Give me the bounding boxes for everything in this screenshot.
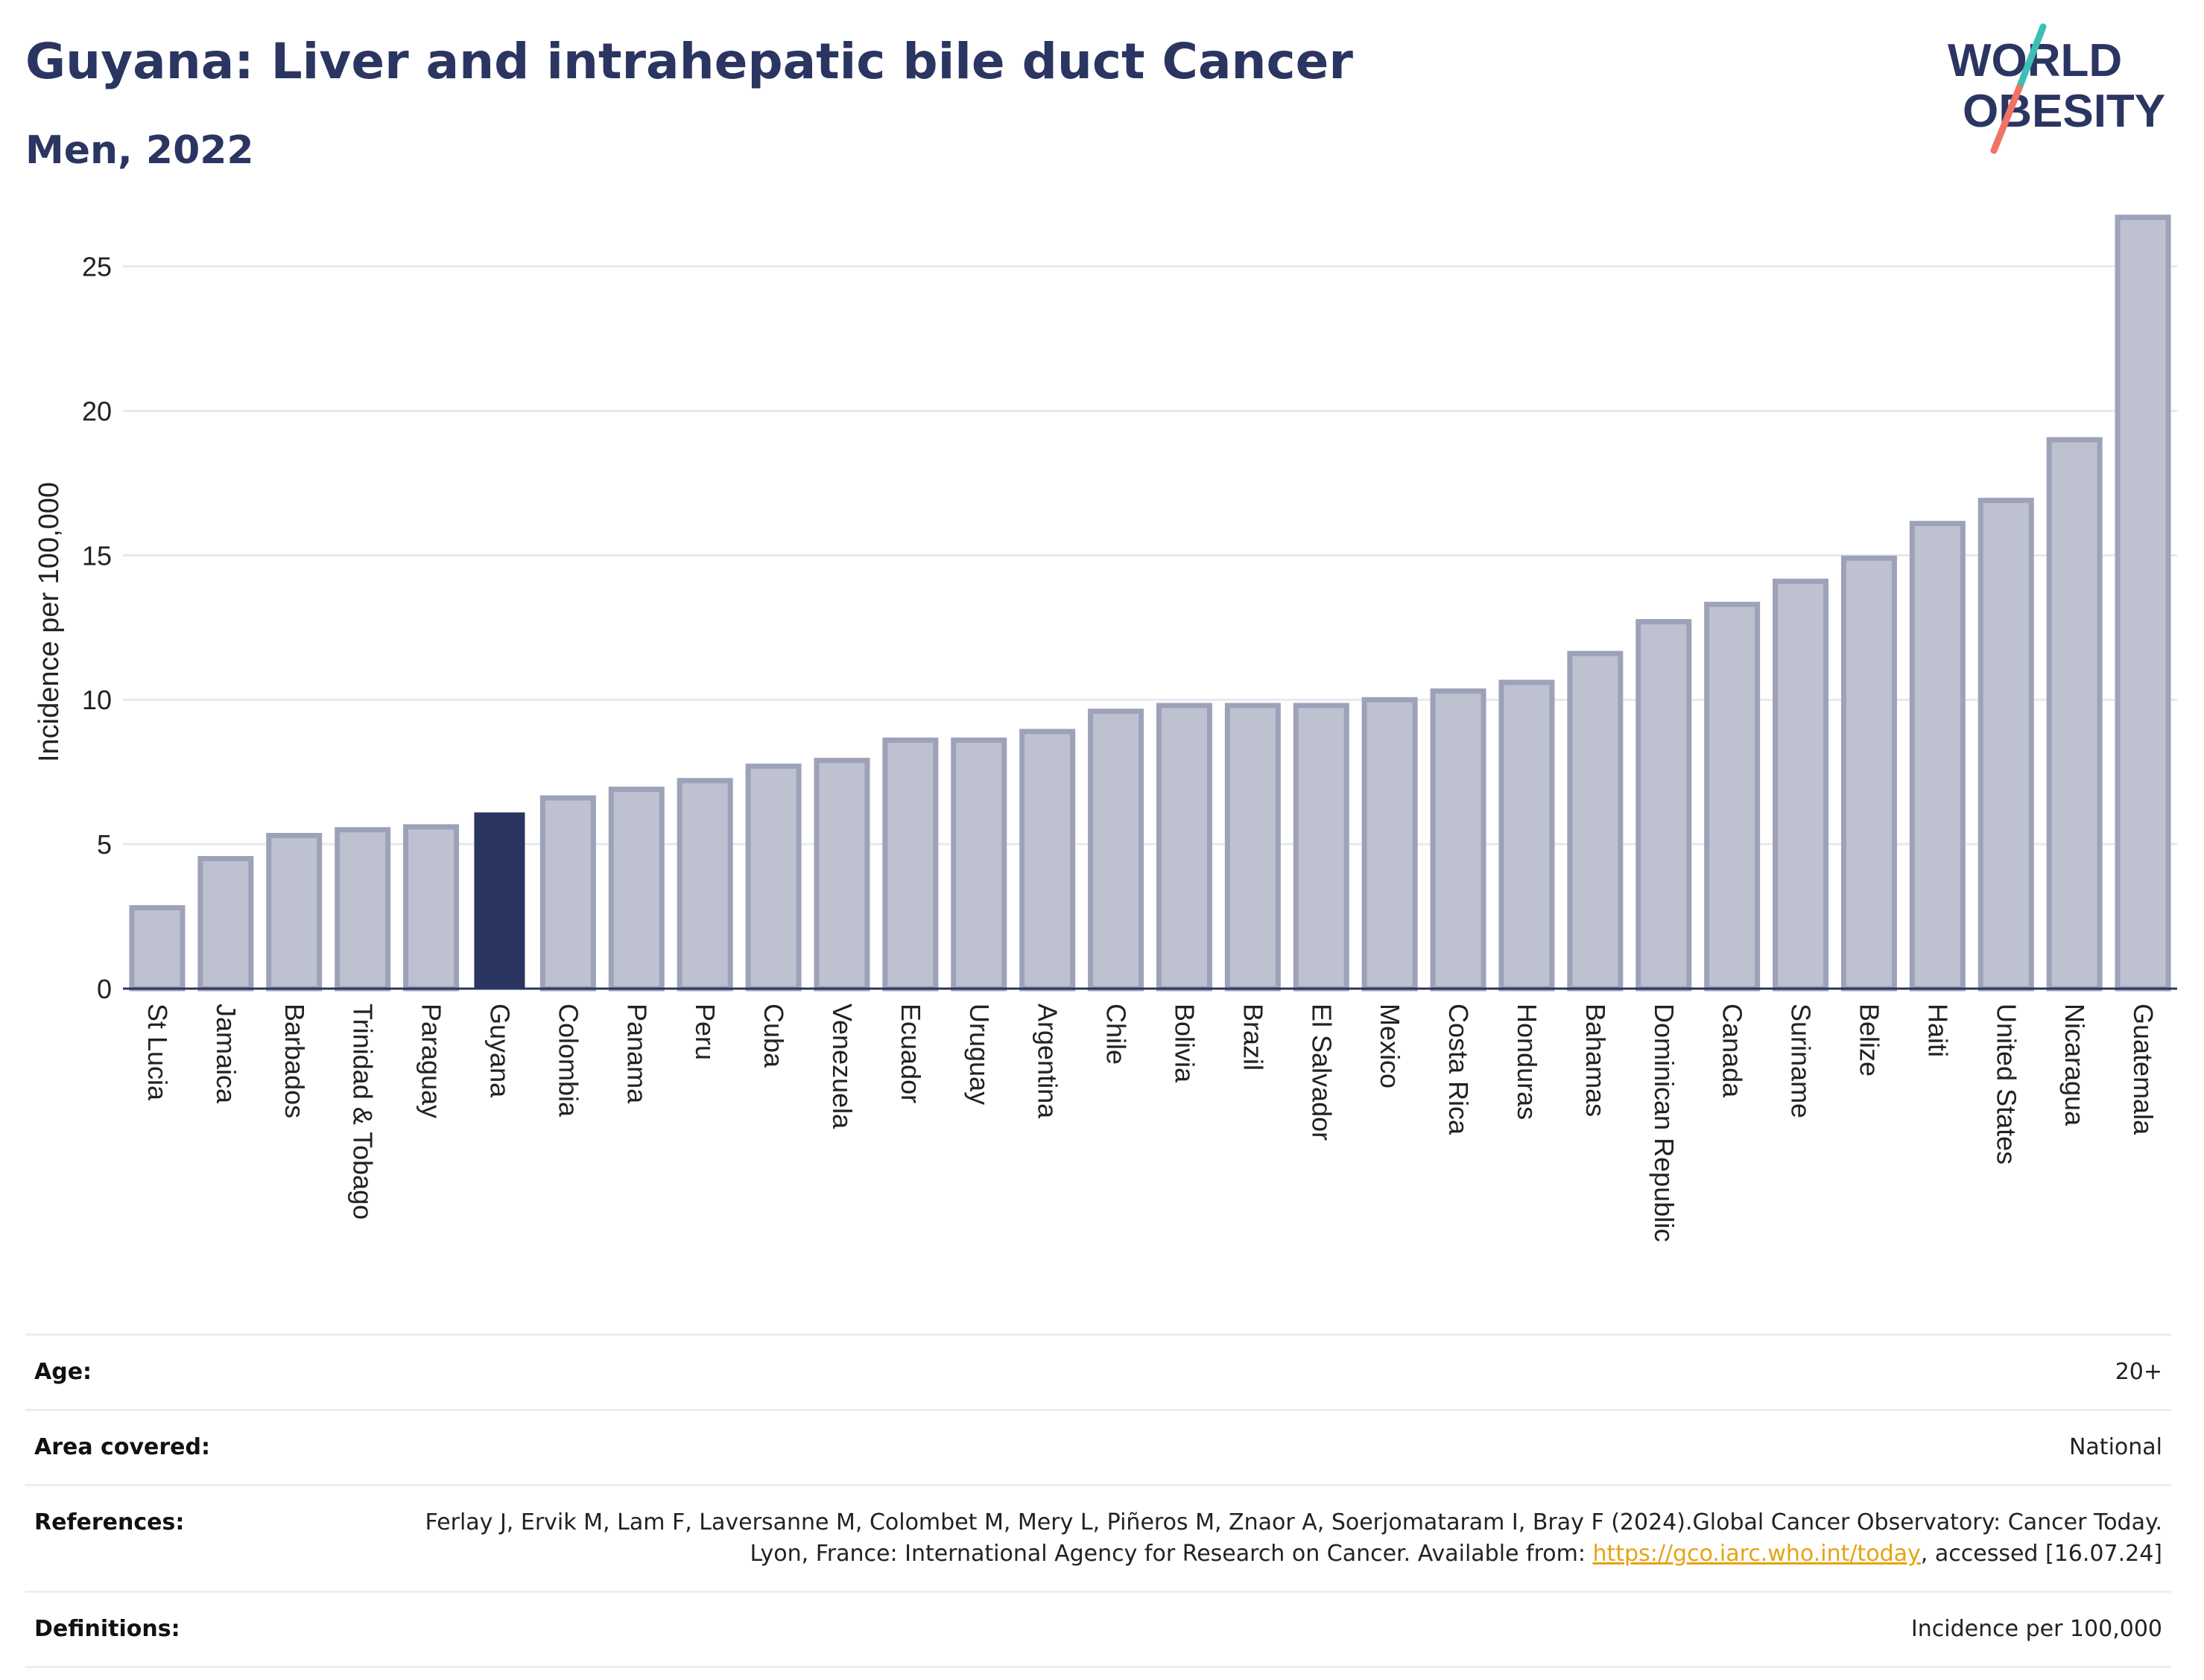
bar-venezuela xyxy=(814,758,870,992)
bar-brazil xyxy=(1224,703,1281,992)
x-tick-label: Paraguay xyxy=(417,1004,447,1118)
bars xyxy=(129,215,2171,992)
y-tick-label: 15 xyxy=(82,540,112,571)
bar-bolivia xyxy=(1156,703,1212,992)
bar-chart: 0 5 10 15 20 25 St Lucia Jamaica Barbados Trinida… xyxy=(34,215,2177,1242)
info-key-definitions: Definitions: xyxy=(34,1616,180,1642)
references-link[interactable]: https://gco.iarc.who.int/today xyxy=(1592,1541,1921,1567)
info-value-area: National xyxy=(2068,1434,2162,1460)
bar-haiti xyxy=(1909,521,1966,992)
bar-trinidad-tobago xyxy=(335,827,391,992)
x-tick-label: Colombia xyxy=(553,1004,583,1118)
y-tick-label: 10 xyxy=(82,685,112,715)
x-tick-label: Argentina xyxy=(1033,1004,1063,1119)
x-tick-label: Peru xyxy=(690,1004,721,1060)
world-obesity-logo: WORLD OBESITY xyxy=(1948,23,2165,154)
x-tick-label: El Salvador xyxy=(1306,1004,1337,1141)
info-value-references: Ferlay J, Ervik M, Lam F, Laversanne M, … xyxy=(374,1507,2162,1570)
bar-ecuador xyxy=(882,738,939,992)
bar-mexico xyxy=(1361,697,1418,992)
logo-slash-coral-icon xyxy=(1990,84,2023,154)
x-tick-label: Honduras xyxy=(1512,1004,1542,1120)
info-row-definitions: Definitions: Incidence per 100,000 xyxy=(25,1591,2171,1668)
y-axis-label: Incidence per 100,000 xyxy=(34,482,65,762)
info-value-definitions: Incidence per 100,000 xyxy=(1910,1616,2162,1642)
references-text: Ferlay J, Ervik M, Lam F, Laversanne M, … xyxy=(425,1509,2162,1567)
y-tick-label: 20 xyxy=(82,396,112,426)
bar-paraguay xyxy=(403,824,460,992)
y-tick-label: 0 xyxy=(97,974,112,1004)
x-tick-label: Bolivia xyxy=(1169,1004,1200,1083)
bar-chile xyxy=(1088,709,1144,992)
info-row-age: Age: 20+ xyxy=(25,1334,2171,1409)
x-tick-label: Uruguay xyxy=(964,1004,995,1105)
bar-el-salvador xyxy=(1293,703,1349,992)
x-tick-label: Belize xyxy=(1854,1004,1884,1077)
bar-honduras xyxy=(1498,679,1555,992)
chart-title: Guyana: Liver and intrahepatic bile duct… xyxy=(25,33,1353,90)
info-key-area: Area covered: xyxy=(34,1434,210,1460)
info-row-references: References: Ferlay J, Ervik M, Lam F, La… xyxy=(25,1484,2171,1591)
bar-belize xyxy=(1840,555,1897,992)
x-tick-label: Chile xyxy=(1101,1004,1132,1065)
bar-peru xyxy=(677,778,733,992)
info-key-age: Age: xyxy=(34,1359,92,1385)
bar-uruguay xyxy=(951,738,1007,992)
info-value-age: 20+ xyxy=(2115,1359,2162,1385)
bar-guyana xyxy=(474,812,525,989)
x-tick-label: Bahamas xyxy=(1580,1004,1611,1117)
x-tick-label: Dominican Republic xyxy=(1649,1004,1679,1242)
bar-jamaica xyxy=(197,856,254,992)
bar-st-lucia xyxy=(129,904,186,992)
x-tick-label: Guatemala xyxy=(2128,1004,2159,1135)
info-table: Age: 20+ Area covered: National Referenc… xyxy=(25,1334,2171,1668)
bar-suriname xyxy=(1773,578,1829,992)
bar-united-states xyxy=(1977,498,2034,992)
info-row-area: Area covered: National xyxy=(25,1409,2171,1484)
info-key-references: References: xyxy=(34,1509,185,1535)
bar-dominican-republic xyxy=(1635,619,1692,992)
bar-nicaragua xyxy=(2046,437,2103,992)
bar-bahamas xyxy=(1567,650,1624,992)
x-tick-label: Suriname xyxy=(1786,1004,1817,1118)
x-tick-label: Haiti xyxy=(1922,1004,1953,1057)
bar-argentina xyxy=(1019,729,1076,992)
bar-canada xyxy=(1704,601,1761,992)
chart-subtitle: Men, 2022 xyxy=(25,128,254,173)
x-tick-label: St Lucia xyxy=(142,1004,173,1101)
x-tick-label: Trinidad & Tobago xyxy=(348,1004,379,1220)
x-tick-label: Barbados xyxy=(279,1004,310,1118)
y-tick-label: 5 xyxy=(97,829,112,860)
x-tick-label: Mexico xyxy=(1375,1004,1405,1088)
bar-panama xyxy=(608,786,665,992)
axes: 0 5 10 15 20 25 St Lucia Jamaica Barbados Trinida… xyxy=(82,252,2177,1242)
bar-colombia xyxy=(539,795,596,992)
x-tick-label: Guyana xyxy=(484,1004,515,1098)
gridlines xyxy=(123,265,2177,846)
x-tick-label: United States xyxy=(1991,1004,2021,1164)
bar-costa-rica xyxy=(1430,688,1486,992)
y-tick-label: 25 xyxy=(82,252,112,282)
bar-guatemala xyxy=(2115,215,2171,992)
x-tick-label: Jamaica xyxy=(211,1004,241,1104)
x-tick-label: Ecuador xyxy=(896,1004,926,1103)
references-accessed: , accessed [16.07.24] xyxy=(1920,1541,2162,1567)
logo-text-obesity: OBESITY xyxy=(1963,86,2165,137)
x-tick-label: Canada xyxy=(1717,1004,1748,1098)
x-tick-label: Brazil xyxy=(1238,1004,1268,1071)
x-tick-label: Cuba xyxy=(759,1004,789,1068)
x-tick-label: Costa Rica xyxy=(1443,1004,1474,1135)
x-tick-label: Nicaragua xyxy=(2059,1004,2090,1126)
bar-cuba xyxy=(745,763,802,992)
x-tick-label: Panama xyxy=(621,1004,652,1104)
x-tick-label: Venezuela xyxy=(827,1004,858,1129)
logo-slash-teal-icon xyxy=(2015,23,2047,92)
bar-barbados xyxy=(266,832,323,992)
